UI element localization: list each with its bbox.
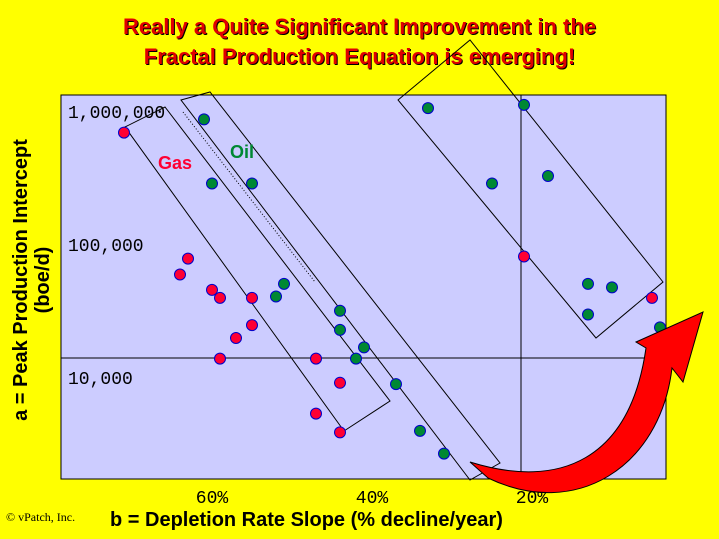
curved-arrow-shape [469,311,704,494]
oil-point-13 [422,102,434,115]
oil-series-label: Oil [230,142,254,162]
gas-point-9 [214,352,226,365]
oil-point-7 [334,323,346,336]
gas-point-15 [646,291,658,304]
chart-title-line1: Really a Quite Significant Improvement i… [122,14,597,39]
y-tick-label-3: 10,000 [68,370,133,390]
x-tick-labels: 60% 40% 20% [196,489,549,509]
gas-point-11 [334,376,346,389]
gas-point-4 [206,283,218,296]
gas-point-6 [246,291,258,304]
oil-point-6 [334,304,346,317]
gas-point-5 [214,291,226,304]
gas-point-13 [334,426,346,439]
x-tick-label-2: 40% [356,489,389,509]
oil-point-11 [414,424,426,437]
gas-point-10 [310,352,322,365]
gas-point-14 [518,250,530,263]
chart-title-line2: Fractal Production Equation is emerging! [143,44,576,69]
oil-point-16 [542,170,554,182]
right-trend-box [397,39,664,339]
y-tick-labels: 1,000,000 100,000 10,000 [68,104,165,390]
oil-point-10 [390,378,402,391]
plot-area [60,94,667,480]
grid-lines [61,95,666,479]
y-tick-label-1: 1,000,000 [68,104,165,124]
oil-point-9 [350,352,362,365]
copyright-notice: © vPatch, Inc. [6,510,76,524]
x-tick-label-1: 60% [196,489,229,509]
oil-point-5 [270,290,282,303]
oil-point-1 [198,113,210,126]
oil-point-12 [438,447,450,460]
oil-point-2 [206,177,218,190]
gas-series-label: Gas [158,153,192,173]
oil-point-4 [278,277,290,290]
x-axis-title: b = Depletion Rate Slope (% decline/year… [110,509,503,531]
data-points [118,98,666,460]
gas-point-7 [246,319,258,332]
gas-trend-box [124,106,391,432]
x-tick-label-3: 20% [516,489,549,509]
trend-boxes [124,39,664,481]
gas-point-8 [230,332,242,344]
y-tick-label-2: 100,000 [68,237,144,257]
gas-point-1 [118,126,130,139]
oil-trend-box [180,91,501,481]
gas-point-3 [174,268,186,281]
oil-point-14 [518,98,530,111]
gas-point-2 [182,252,194,265]
oil-point-19 [582,308,594,321]
oil-point-15 [486,177,498,190]
oil-point-18 [606,281,618,294]
oil-point-3 [246,177,258,190]
oil-point-8 [358,341,370,354]
oil-point-17 [582,277,594,290]
gas-point-12 [310,407,322,420]
